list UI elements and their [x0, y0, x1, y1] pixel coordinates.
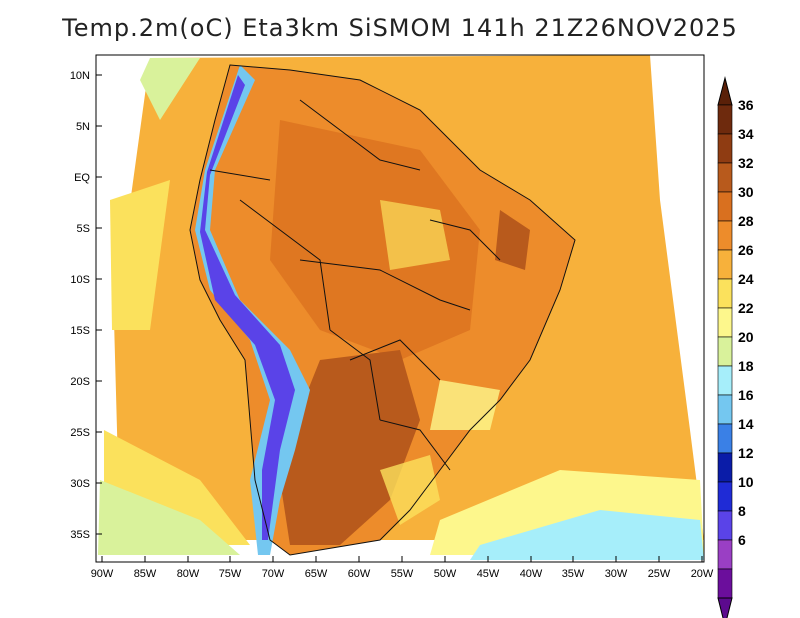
colorbar-label: 24	[738, 271, 754, 287]
colorbar-swatch	[717, 394, 733, 425]
lat-label: 25S	[70, 427, 90, 439]
lon-label: 85W	[134, 568, 157, 580]
lat-label: EQ	[74, 172, 90, 184]
colorbar-swatch	[717, 510, 733, 541]
southern-cooler-ocean	[98, 480, 240, 555]
colorbar-swatch	[717, 452, 733, 483]
south-atlantic-cooler	[470, 510, 704, 560]
colorbar-bottom-arrow	[717, 597, 733, 618]
colorbar-swatch	[717, 568, 733, 599]
lat-label: 5S	[77, 223, 90, 235]
colorbar-swatch	[717, 307, 733, 338]
lat-label: 35S	[70, 529, 90, 541]
lat-label: 5N	[76, 121, 90, 133]
colorbar-label: 16	[738, 387, 754, 403]
colorbar-swatch	[717, 133, 733, 164]
lon-label: 45W	[477, 568, 500, 580]
colorbar-label: 34	[738, 126, 754, 142]
colorbar-label: 26	[738, 242, 754, 258]
colorbar-label: 30	[738, 184, 754, 200]
lat-label: 20S	[70, 376, 90, 388]
colorbar-swatch	[717, 539, 733, 570]
colorbar-swatch	[717, 249, 733, 280]
colorbar-swatch	[717, 278, 733, 309]
south-brazil-mild	[380, 455, 440, 525]
colorbar-swatch	[717, 162, 733, 193]
colorbar-swatch	[717, 191, 733, 222]
colorbar-swatch	[717, 104, 733, 135]
lon-label: 55W	[391, 568, 414, 580]
pacific-north-cool	[140, 58, 200, 120]
plot-border	[95, 54, 705, 563]
lat-label: 30S	[70, 478, 90, 490]
lon-label: 40W	[520, 568, 543, 580]
andes-colder	[200, 75, 295, 540]
colorbar-label: 12	[738, 445, 754, 461]
lon-label: 75W	[219, 568, 242, 580]
colorbar-label: 6	[738, 532, 746, 548]
country-borders	[209, 99, 501, 471]
colorbar-label: 18	[738, 358, 754, 374]
colorbar-swatch	[717, 423, 733, 454]
lon-label: 60W	[348, 568, 371, 580]
colorbar-swatch	[717, 336, 733, 367]
colorbar-label: 14	[738, 416, 754, 432]
colorbar-label: 36	[738, 97, 754, 113]
colorbar-label: 28	[738, 213, 754, 229]
lon-label: 20W	[691, 568, 714, 580]
latitude-axis: 10N 5N EQ 5S 10S 15S 20S 25S 30S 35S	[70, 70, 102, 541]
chart-title: Temp.2m(oC) Eta3km SiSMOM 141h 21Z26NOV2…	[62, 14, 738, 42]
lat-label: 10S	[70, 274, 90, 286]
colorbar-swatch	[717, 481, 733, 512]
lon-label: 25W	[648, 568, 671, 580]
interior-hot	[270, 120, 480, 360]
pacific-west-mild	[110, 180, 170, 330]
lon-label: 80W	[177, 568, 200, 580]
lon-label: 50W	[434, 568, 457, 580]
colorbar-label: 10	[738, 474, 754, 490]
colorbar: 36 34 32 30 28 26 24 22 20 18 16 14 12 10 8 6	[717, 76, 754, 618]
colorbar-label: 8	[738, 503, 746, 519]
colorbar-swatch	[717, 220, 733, 251]
lon-label: 90W	[91, 568, 114, 580]
colorbar-label: 32	[738, 155, 754, 171]
longitude-axis: 90W 85W 80W 75W 70W 65W 60W 55W 50W 45W …	[91, 556, 714, 580]
lon-label: 35W	[562, 568, 585, 580]
colorbar-swatch	[717, 365, 733, 396]
amazon-mild-patch	[380, 200, 450, 270]
continent-outline	[189, 64, 576, 556]
colorbar-top-arrow	[717, 76, 733, 106]
lon-label: 30W	[605, 568, 628, 580]
lat-label: 10N	[70, 70, 90, 82]
lat-label: 15S	[70, 325, 90, 337]
lon-label: 70W	[262, 568, 285, 580]
northeast-hot	[495, 210, 530, 270]
chaco-region	[280, 350, 420, 545]
lon-label: 65W	[305, 568, 328, 580]
colorbar-label: 22	[738, 300, 754, 316]
colorbar-label: 20	[738, 329, 754, 345]
